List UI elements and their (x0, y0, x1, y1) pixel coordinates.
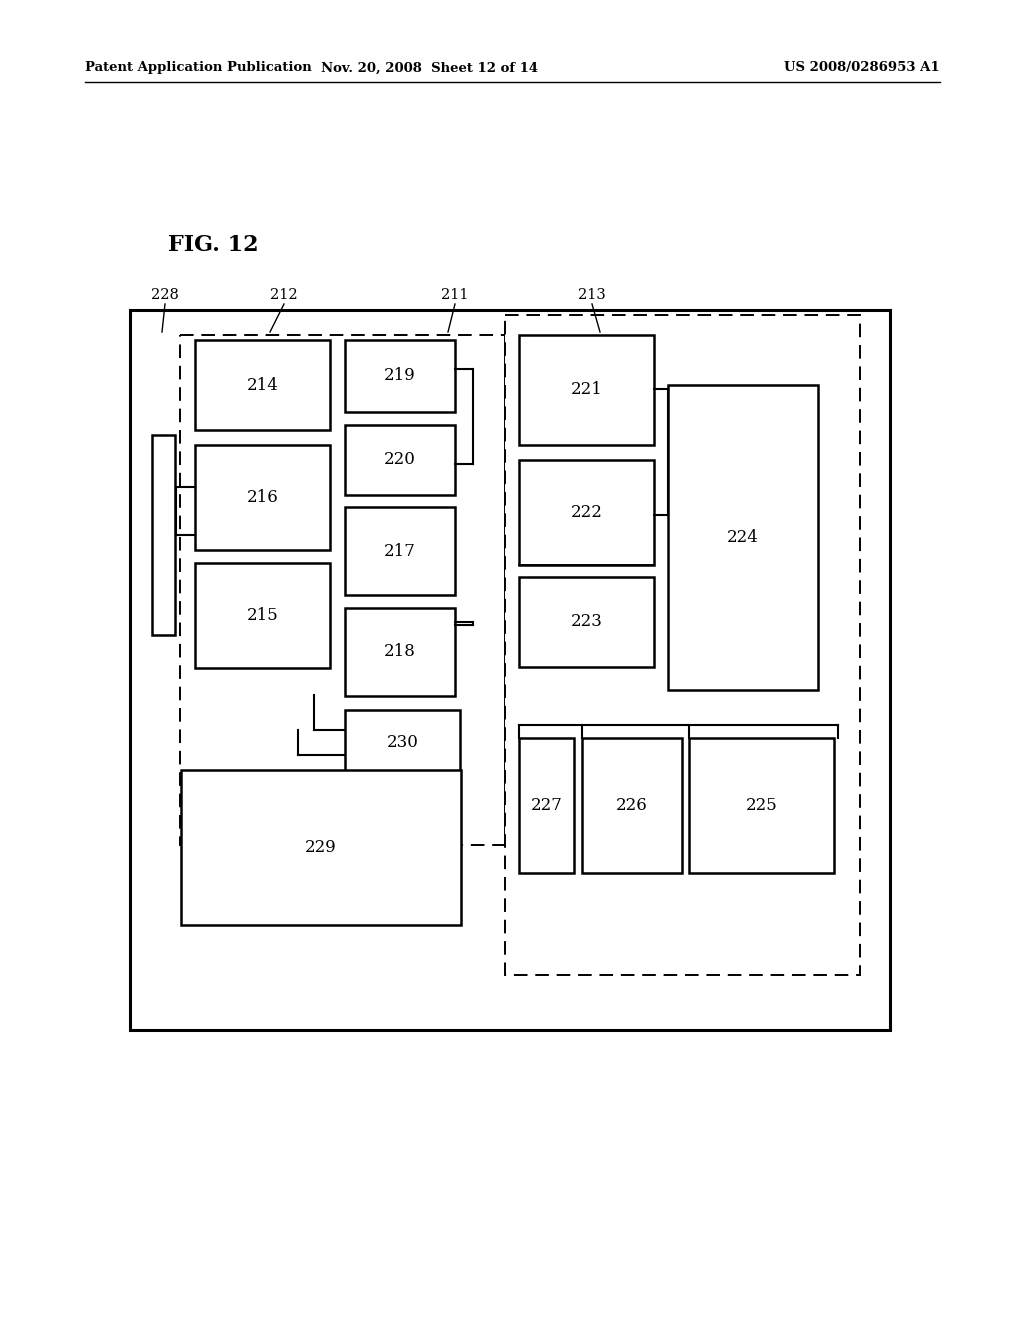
Bar (689, 738, 834, 873)
Bar (130, 310, 890, 1030)
Bar (668, 385, 818, 690)
Text: 212: 212 (270, 288, 298, 302)
Text: 228: 228 (152, 288, 179, 302)
Text: 226: 226 (616, 797, 648, 814)
Text: 220: 220 (384, 451, 416, 469)
Text: 217: 217 (384, 543, 416, 560)
Bar (345, 425, 455, 495)
Text: 213: 213 (579, 288, 606, 302)
Bar (519, 577, 654, 667)
Bar (519, 335, 654, 445)
Bar (195, 564, 330, 668)
Text: FIG. 12: FIG. 12 (168, 234, 259, 256)
Text: 214: 214 (247, 376, 279, 393)
Bar (519, 459, 654, 565)
Bar (181, 770, 461, 925)
Text: 216: 216 (247, 488, 279, 506)
Bar (195, 445, 330, 550)
Bar (152, 436, 175, 635)
Text: 224: 224 (727, 529, 759, 546)
Text: 223: 223 (570, 614, 602, 631)
Text: 230: 230 (387, 734, 419, 751)
Bar (345, 609, 455, 696)
Bar (345, 507, 455, 595)
Bar (345, 710, 460, 775)
Text: Nov. 20, 2008  Sheet 12 of 14: Nov. 20, 2008 Sheet 12 of 14 (322, 62, 539, 74)
Text: 218: 218 (384, 644, 416, 660)
Text: 222: 222 (570, 504, 602, 521)
Text: 219: 219 (384, 367, 416, 384)
Text: US 2008/0286953 A1: US 2008/0286953 A1 (784, 62, 940, 74)
Text: 225: 225 (745, 797, 777, 814)
Text: 227: 227 (530, 797, 562, 814)
Bar (582, 738, 682, 873)
Text: 229: 229 (305, 840, 337, 855)
Text: 221: 221 (570, 381, 602, 399)
Text: 215: 215 (247, 607, 279, 624)
Bar (180, 335, 505, 845)
Bar (195, 341, 330, 430)
Bar (345, 341, 455, 412)
Text: 211: 211 (441, 288, 469, 302)
Bar (505, 315, 860, 975)
Bar (519, 738, 574, 873)
Text: Patent Application Publication: Patent Application Publication (85, 62, 311, 74)
